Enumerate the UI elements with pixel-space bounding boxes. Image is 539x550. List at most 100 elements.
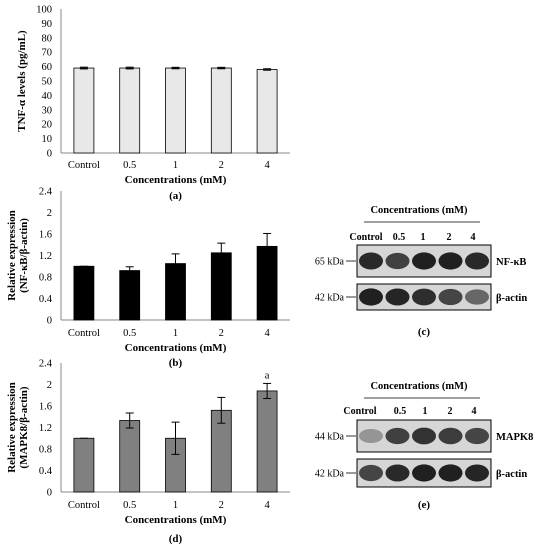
y-tick-label: 0 bbox=[47, 488, 52, 499]
blot-band bbox=[438, 288, 463, 306]
error-bar bbox=[217, 242, 226, 263]
x-tick-label: 0.5 bbox=[123, 160, 136, 171]
bar-Control bbox=[73, 67, 95, 154]
x-tick-label: Control bbox=[68, 500, 100, 511]
blot-band bbox=[385, 288, 410, 306]
y-tick-label: 0.4 bbox=[39, 466, 53, 477]
blot-protein-label: MAPK8 bbox=[496, 432, 533, 443]
blot-band bbox=[412, 464, 436, 482]
blot-lane-label: Control bbox=[343, 406, 376, 417]
error-bar bbox=[125, 412, 134, 429]
error-bar bbox=[171, 253, 180, 274]
y-tick-label: 0 bbox=[47, 149, 52, 160]
bar-Control bbox=[73, 265, 95, 321]
blot-band bbox=[359, 464, 383, 482]
bar-0.5 bbox=[119, 270, 141, 321]
x-tick-label: 1 bbox=[173, 160, 178, 171]
blot-band bbox=[438, 427, 463, 445]
blot-band bbox=[359, 252, 383, 270]
blot-header: Concentrations (mM) bbox=[370, 381, 468, 392]
blot-band bbox=[359, 428, 383, 444]
chart-panel-d: 0 0.4 0.8 1.2 1.6 2 2.4 Control 0.5 1 2 4 a Concentra… bbox=[6, 359, 290, 545]
blot-lane-label: 0.5 bbox=[394, 406, 407, 417]
blot-lane-label: 0.5 bbox=[393, 232, 406, 243]
blot-lane-label: Control bbox=[349, 232, 382, 243]
y-tick-label: 60 bbox=[42, 62, 53, 73]
error-bar bbox=[263, 232, 272, 260]
y-axis-label: Relative expression(NF-κB/β-actin) bbox=[6, 210, 30, 301]
y-axis-label-line: (MAPK8/β-actin) bbox=[18, 386, 30, 468]
y-tick-label: 1.6 bbox=[39, 402, 52, 413]
x-tick-label: 0.5 bbox=[123, 328, 136, 339]
x-tick-label: 1 bbox=[173, 500, 178, 511]
y-tick-label: 10 bbox=[42, 134, 53, 145]
y-tick-label: 30 bbox=[42, 105, 53, 116]
blot-panel-e: Concentrations (mM) Control 0.5 1 2 4 44 kDa MA… bbox=[315, 381, 534, 511]
bar-Control bbox=[73, 437, 95, 493]
bar-4 bbox=[256, 390, 278, 493]
x-tick-label: Control bbox=[68, 160, 100, 171]
panel-label: (b) bbox=[169, 357, 183, 369]
x-tick-label: 4 bbox=[264, 160, 270, 171]
y-axis-label: TNF-α levels (pg/mL) bbox=[16, 30, 28, 132]
x-tick-label: 4 bbox=[264, 328, 270, 339]
x-tick-label: 1 bbox=[173, 328, 178, 339]
y-tick-label: 1.2 bbox=[39, 251, 52, 262]
y-axis-label-line: (NF-κB/β-actin) bbox=[18, 218, 30, 293]
blot-band bbox=[412, 252, 436, 270]
error-bar bbox=[263, 68, 272, 71]
panel-label: (a) bbox=[169, 190, 182, 202]
blot-kda-label: 44 kDa bbox=[315, 432, 345, 443]
error-bar bbox=[217, 396, 226, 424]
y-tick-label: 20 bbox=[42, 120, 53, 131]
x-tick-label: 0.5 bbox=[123, 500, 136, 511]
bar-1 bbox=[165, 67, 186, 154]
y-tick-label: 100 bbox=[36, 5, 52, 16]
x-tick-label: 2 bbox=[219, 160, 224, 171]
blot-lane-label: 1 bbox=[421, 232, 426, 243]
y-axis-label-line: Relative expression bbox=[6, 210, 18, 301]
y-tick-label: 2.4 bbox=[39, 187, 53, 198]
y-tick-label: 50 bbox=[42, 77, 53, 88]
blot-band bbox=[438, 252, 463, 270]
panel-label: (e) bbox=[418, 499, 431, 511]
y-tick-label: 80 bbox=[42, 33, 53, 44]
y-tick-label: 90 bbox=[42, 19, 53, 30]
blot-panel-c: Concentrations (mM) Control 0.5 1 2 4 65 kDa NF… bbox=[315, 205, 528, 338]
panel-label: (d) bbox=[169, 533, 183, 545]
blot-band bbox=[385, 427, 410, 445]
x-tick-label: 4 bbox=[264, 500, 270, 511]
blot-protein-label: NF-κB bbox=[496, 257, 526, 268]
blot-band bbox=[412, 427, 436, 445]
blot-protein-label: β-actin bbox=[496, 293, 527, 304]
blot-band bbox=[438, 464, 463, 482]
blot-lane-label: 1 bbox=[423, 406, 428, 417]
blot-band bbox=[465, 252, 489, 270]
y-axis-label-line: Relative expression bbox=[6, 382, 18, 473]
chart-panel-b: 0 0.4 0.8 1.2 1.6 2 2.4 Control 0.5 1 2 4 Concentrat… bbox=[6, 187, 290, 369]
y-tick-label: 2 bbox=[47, 208, 52, 219]
y-tick-label: 0 bbox=[47, 316, 52, 327]
y-tick-label: 2.4 bbox=[39, 359, 53, 370]
blot-kda-label: 65 kDa bbox=[315, 257, 345, 268]
blot-lane-label: 4 bbox=[472, 406, 477, 417]
blot-protein-label: β-actin bbox=[496, 469, 527, 480]
blot-kda-label: 42 kDa bbox=[315, 293, 345, 304]
error-bar bbox=[171, 66, 180, 70]
y-tick-label: 1.6 bbox=[39, 230, 52, 241]
chart-panel-a: 0 10 20 30 40 50 60 70 80 90 100 Control 0.5 1 2 4 Conce… bbox=[16, 5, 290, 202]
x-tick-label: Control bbox=[68, 328, 100, 339]
blot-band bbox=[465, 427, 489, 445]
y-tick-label: 0.4 bbox=[39, 294, 53, 305]
x-tick-label: 2 bbox=[219, 328, 224, 339]
x-axis-label: Concentrations (mM) bbox=[125, 174, 227, 186]
bar-2 bbox=[210, 67, 232, 154]
blot-kda-label: 42 kDa bbox=[315, 469, 345, 480]
error-bar bbox=[263, 382, 272, 399]
bar-0.5 bbox=[119, 67, 141, 154]
x-axis-label: Concentrations (mM) bbox=[125, 342, 227, 354]
blot-band bbox=[465, 289, 489, 305]
y-tick-label: 0.8 bbox=[39, 273, 52, 284]
y-tick-label: 2 bbox=[47, 380, 52, 391]
